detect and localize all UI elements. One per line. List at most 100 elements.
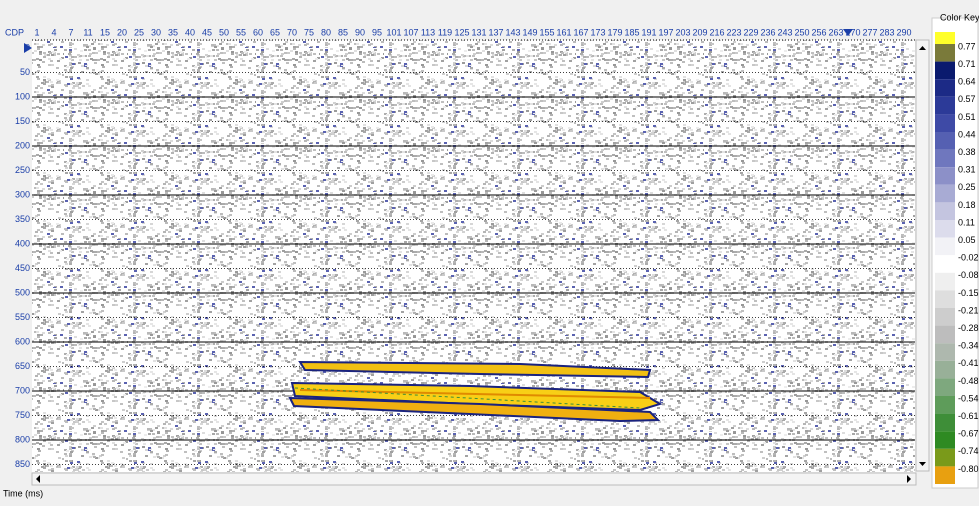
cdp-label: 45 <box>202 27 212 37</box>
cdp-label: 161 <box>556 27 571 37</box>
color-swatch <box>935 431 955 449</box>
time-title: Time (ms) <box>3 488 43 498</box>
color-key-label: 0.71 <box>958 59 976 69</box>
color-swatch <box>935 97 955 115</box>
color-key-label: 0.64 <box>958 77 976 87</box>
time-label: 350 <box>15 214 30 224</box>
color-key-label: -0.21 <box>958 305 979 315</box>
cdp-label: 173 <box>590 27 605 37</box>
color-key-label: 0.57 <box>958 94 976 104</box>
color-swatch <box>935 255 955 273</box>
color-swatch <box>935 62 955 80</box>
color-key-label: 0.18 <box>958 200 976 210</box>
time-label: 250 <box>15 165 30 175</box>
color-swatch <box>935 290 955 308</box>
color-swatch <box>935 132 955 150</box>
cdp-label: 50 <box>219 27 229 37</box>
cdp-label: 119 <box>438 27 452 37</box>
page: CDP Time (ms) Color Key 1471115202530354… <box>0 0 979 506</box>
color-swatch <box>935 238 955 256</box>
color-swatch <box>935 449 955 467</box>
time-label: 150 <box>15 116 30 126</box>
color-key-label: 0.25 <box>958 182 976 192</box>
cdp-title: CDP <box>5 27 24 37</box>
color-swatch <box>935 185 955 203</box>
cdp-label: 80 <box>321 27 331 37</box>
cdp-label: 185 <box>624 27 639 37</box>
cdp-label: 55 <box>236 27 246 37</box>
color-swatch <box>935 44 955 62</box>
cdp-label: 4 <box>51 27 56 37</box>
time-label: 550 <box>15 312 30 322</box>
color-swatch <box>935 343 955 361</box>
cdp-label: 70 <box>287 27 297 37</box>
cdp-label: 7 <box>68 27 73 37</box>
cdp-label: 191 <box>641 27 656 37</box>
cdp-label: 197 <box>658 27 673 37</box>
cdp-label: 143 <box>505 27 520 37</box>
color-key-label: -0.80 <box>958 464 979 474</box>
cdp-label: 250 <box>794 27 809 37</box>
color-key-label: 0.51 <box>958 112 976 122</box>
time-label: 750 <box>15 410 30 420</box>
time-label: 200 <box>15 140 30 150</box>
cdp-label: 223 <box>726 27 741 37</box>
vertical-scrollbar[interactable] <box>916 40 929 471</box>
color-key-label: 0.11 <box>958 217 975 227</box>
time-label: 800 <box>15 434 30 444</box>
cdp-label: 243 <box>777 27 792 37</box>
color-swatch <box>935 326 955 344</box>
color-key-label: -0.15 <box>958 288 979 298</box>
color-swatch <box>935 361 955 379</box>
cdp-label: 270 <box>845 27 860 37</box>
cdp-label: 65 <box>270 27 280 37</box>
time-label: 0 <box>25 42 30 52</box>
color-key-label: -0.02 <box>958 253 979 263</box>
color-key-label: 0.77 <box>958 41 976 51</box>
color-swatch <box>935 220 955 238</box>
color-swatch <box>935 414 955 432</box>
cdp-label: 75 <box>304 27 314 37</box>
color-key-label: -0.34 <box>958 341 979 351</box>
cdp-label: 203 <box>675 27 690 37</box>
cdp-label: 125 <box>454 27 469 37</box>
cdp-label: 290 <box>896 27 911 37</box>
color-swatch <box>935 79 955 97</box>
cdp-label: 256 <box>811 27 826 37</box>
seismic-window: CDP Time (ms) Color Key 1471115202530354… <box>0 0 979 501</box>
cdp-label: 113 <box>421 27 435 37</box>
time-label: 300 <box>15 189 30 199</box>
time-label: 700 <box>15 385 30 395</box>
cdp-label: 216 <box>709 27 724 37</box>
cdp-label: 25 <box>134 27 144 37</box>
cdp-label: 107 <box>403 27 418 37</box>
color-key-label: 0.05 <box>958 235 976 245</box>
cdp-label: 1 <box>34 27 39 37</box>
cdp-label: 15 <box>100 27 110 37</box>
color-key-label: -0.67 <box>958 429 979 439</box>
time-label: 850 <box>15 459 30 469</box>
time-label: 650 <box>15 361 30 371</box>
color-swatch <box>935 378 955 396</box>
color-key-title: Color Key <box>940 12 979 22</box>
color-key-label: -0.08 <box>958 270 979 280</box>
color-swatch <box>935 202 955 220</box>
cdp-label: 131 <box>471 27 486 37</box>
time-label: 500 <box>15 287 30 297</box>
color-swatch <box>935 308 955 326</box>
cdp-label: 95 <box>372 27 382 37</box>
cdp-label: 60 <box>253 27 263 37</box>
horizontal-scrollbar[interactable] <box>32 473 916 485</box>
color-swatch <box>935 32 955 44</box>
cdp-label: 11 <box>83 27 92 37</box>
cdp-label: 40 <box>185 27 195 37</box>
cdp-label: 209 <box>692 27 707 37</box>
color-key-label: -0.41 <box>958 358 979 368</box>
time-label: 400 <box>15 238 30 248</box>
color-key-label: 0.44 <box>958 129 976 139</box>
cdp-label: 20 <box>117 27 127 37</box>
cdp-label: 167 <box>573 27 588 37</box>
color-key-label: -0.28 <box>958 323 979 333</box>
color-key-label: -0.74 <box>958 446 979 456</box>
cdp-label: 101 <box>386 27 401 37</box>
